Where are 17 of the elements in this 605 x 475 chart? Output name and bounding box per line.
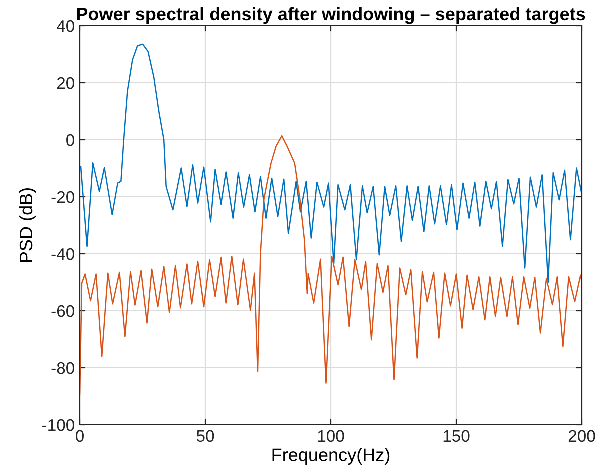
x-tick-label: 200 bbox=[568, 430, 596, 442]
y-tick-label: -100 bbox=[42, 419, 74, 432]
y-tick-label: -40 bbox=[52, 248, 74, 260]
x-tick-label: 50 bbox=[196, 430, 214, 442]
y-tick-label: 40 bbox=[56, 20, 74, 32]
y-tick-label: 0 bbox=[66, 134, 74, 146]
chart-title: Power spectral density after windowing – separated targets bbox=[77, 7, 586, 24]
y-tick-label: 20 bbox=[57, 77, 74, 90]
y-axis-title: PSD (dB) bbox=[19, 188, 36, 262]
x-tick-label: 0 bbox=[76, 430, 84, 442]
y-tick-label: -20 bbox=[52, 191, 74, 204]
y-tick-label: -80 bbox=[52, 362, 74, 374]
x-tick-label: 150 bbox=[444, 430, 470, 442]
y-tick-label: -60 bbox=[52, 305, 74, 318]
x-tick-label: 100 bbox=[318, 430, 344, 442]
line-series bbox=[80, 44, 582, 284]
x-axis-title: Frequency(Hz) bbox=[272, 448, 390, 466]
